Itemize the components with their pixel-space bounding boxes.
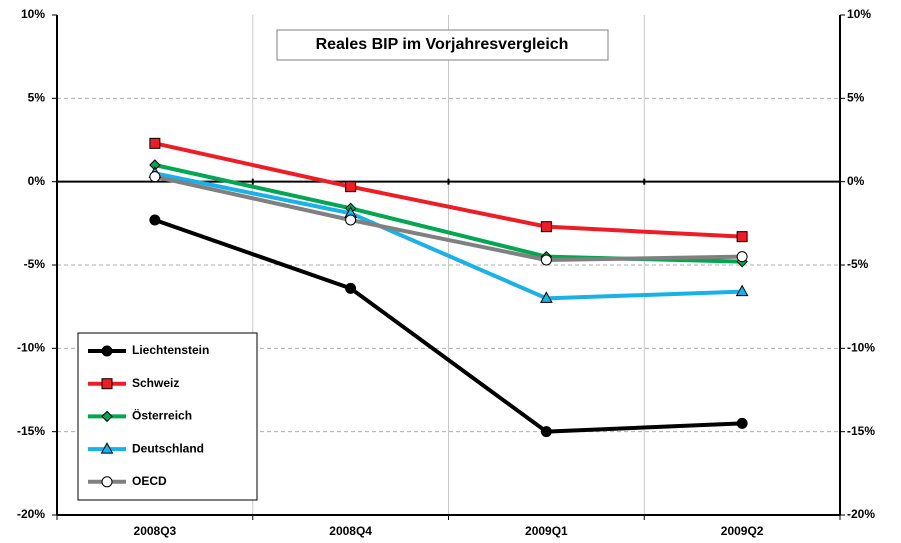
point — [540, 221, 552, 233]
point — [540, 291, 553, 303]
x-tick-label: 2008Q3 — [134, 524, 177, 538]
x-tick-label: 2008Q4 — [329, 524, 372, 538]
y-tick-label: 5% — [28, 91, 46, 105]
chart-title: Reales BIP im Vorjahresvergleich — [316, 36, 569, 53]
series-line — [154, 174, 743, 262]
y2-tick-label: 5% — [847, 91, 865, 105]
y2-tick-label: 10% — [847, 7, 871, 21]
point — [149, 214, 161, 226]
series-line — [154, 218, 743, 434]
y-tick-label: -5% — [24, 257, 46, 271]
legend-marker — [100, 442, 114, 454]
point — [345, 214, 357, 226]
y-tick-label: -10% — [17, 341, 45, 355]
legend-marker — [101, 476, 113, 488]
point — [736, 251, 748, 263]
y-tick-label: -20% — [17, 507, 45, 521]
point — [736, 231, 748, 243]
legend-marker — [101, 410, 113, 423]
point — [540, 254, 552, 266]
series-line — [154, 171, 743, 301]
y2-tick-label: -15% — [847, 424, 875, 438]
y2-tick-label: -10% — [847, 341, 875, 355]
y-tick-label: 0% — [28, 174, 46, 188]
y-tick-label: -15% — [17, 424, 45, 438]
point — [345, 282, 357, 294]
point — [736, 417, 748, 429]
point — [540, 426, 552, 438]
series-line — [154, 141, 743, 239]
legend-label: Schweiz — [132, 376, 179, 390]
y2-tick-label: -5% — [847, 257, 869, 271]
legend-label: Österreich — [132, 408, 192, 423]
point — [149, 137, 161, 149]
point — [149, 171, 161, 183]
x-tick-label: 2009Q2 — [721, 524, 764, 538]
legend-label: Deutschland — [132, 441, 204, 455]
title-box — [276, 29, 609, 61]
point — [735, 284, 749, 297]
legend-label: Liechtenstein — [132, 343, 209, 357]
legend-label: OECD — [132, 474, 167, 488]
x-tick-label: 2009Q1 — [525, 524, 568, 538]
point — [345, 181, 357, 193]
y-tick-label: 10% — [21, 7, 45, 21]
legend-marker — [101, 345, 113, 357]
y2-tick-label: -20% — [847, 507, 875, 521]
legend-marker — [101, 378, 113, 390]
y2-tick-label: 0% — [847, 174, 865, 188]
